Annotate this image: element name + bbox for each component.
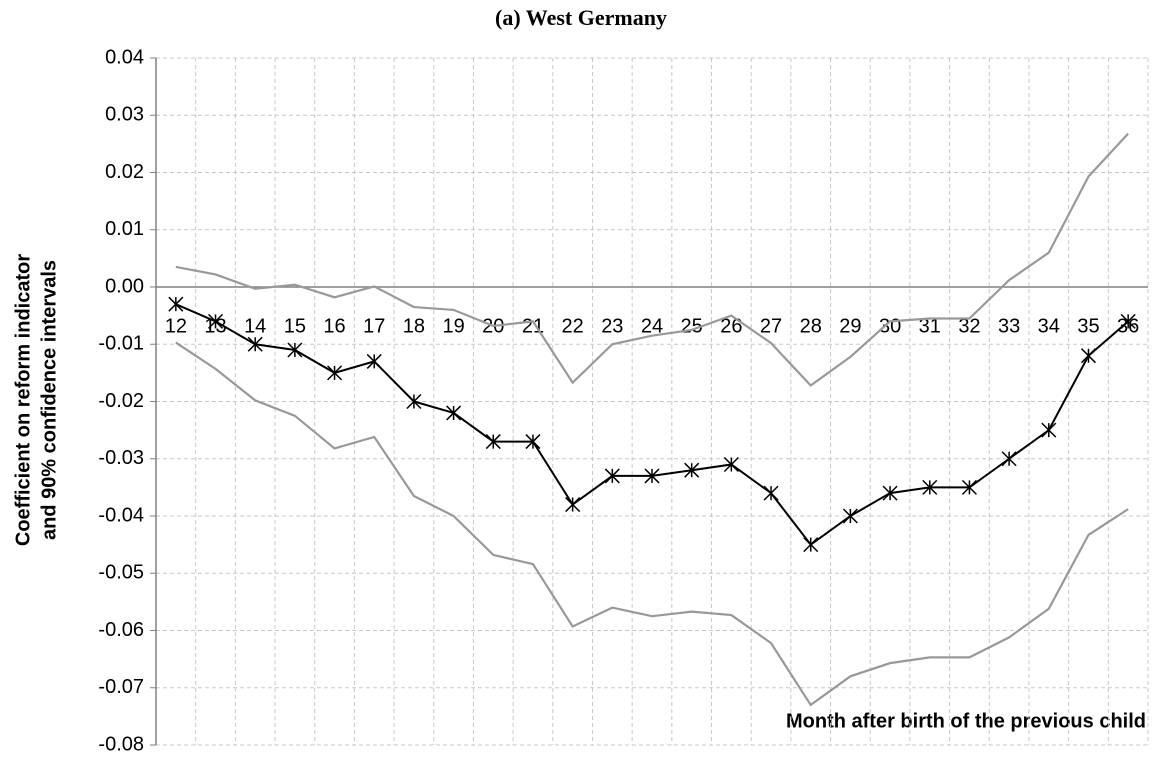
y-tick-label: -0.04 xyxy=(98,504,144,526)
x-tick-label: 19 xyxy=(442,315,464,337)
x-tick-label: 12 xyxy=(165,315,187,337)
marker xyxy=(247,336,263,352)
x-tick-label: 27 xyxy=(760,315,782,337)
chart-title: (a) West Germany xyxy=(495,5,667,30)
line xyxy=(175,303,1129,547)
y-tick-label: 0.01 xyxy=(105,218,144,240)
x-tick-label: 31 xyxy=(919,315,941,337)
marker xyxy=(287,342,303,358)
y-tick-label: -0.03 xyxy=(98,447,144,469)
marker xyxy=(485,434,501,450)
line xyxy=(175,132,1129,387)
marker xyxy=(763,485,779,501)
x-tick-label: 29 xyxy=(839,315,861,337)
marker xyxy=(922,479,938,495)
x-tick-label: 33 xyxy=(998,315,1020,337)
y-tick-label: -0.06 xyxy=(98,619,144,641)
marker xyxy=(1120,313,1136,329)
marker xyxy=(644,468,660,484)
line xyxy=(175,341,1129,707)
marker xyxy=(1041,422,1057,438)
x-tick-label: 30 xyxy=(879,315,901,337)
y-axis-title: Coefficient on reform indicator xyxy=(12,254,34,546)
y-tick-label: 0.04 xyxy=(105,46,144,68)
marker xyxy=(604,468,620,484)
marker xyxy=(803,537,819,553)
y-tick-label: -0.02 xyxy=(98,390,144,412)
marker xyxy=(406,393,422,410)
y-tick-label: 0.02 xyxy=(105,161,144,183)
y-tick-label: 0.00 xyxy=(105,275,144,297)
x-tick-label: 28 xyxy=(800,315,822,337)
marker xyxy=(565,497,581,513)
x-tick-label: 35 xyxy=(1077,315,1099,337)
y-tick-label: -0.08 xyxy=(98,733,144,755)
x-tick-label: 34 xyxy=(1038,315,1060,337)
x-tick-label: 18 xyxy=(403,315,425,337)
marker xyxy=(684,462,700,478)
marker xyxy=(723,456,739,473)
x-tick-label: 16 xyxy=(323,315,345,337)
x-tick-label: 17 xyxy=(363,315,385,337)
x-tick-label: 22 xyxy=(562,315,584,337)
marker xyxy=(168,296,184,312)
marker xyxy=(207,313,224,329)
x-axis-title: Month after birth of the previous child xyxy=(786,710,1146,732)
x-tick-label: 24 xyxy=(641,315,663,337)
marker xyxy=(1080,348,1097,364)
x-tick-label: 23 xyxy=(601,315,623,337)
y-tick-label: 0.03 xyxy=(105,104,144,126)
y-tick-label: -0.07 xyxy=(98,676,144,698)
marker xyxy=(961,479,977,495)
marker xyxy=(842,508,858,524)
x-tick-label: 14 xyxy=(244,315,266,337)
marker xyxy=(366,353,382,369)
x-tick-label: 15 xyxy=(284,315,306,337)
x-tick-label: 32 xyxy=(958,315,980,337)
y-tick-label: -0.05 xyxy=(98,562,144,584)
marker xyxy=(327,365,343,381)
marker xyxy=(446,405,462,421)
y-axis-title: and 90% confidence intervals xyxy=(38,260,60,540)
marker xyxy=(882,485,898,501)
marker xyxy=(525,434,541,450)
y-tick-label: -0.01 xyxy=(98,333,144,355)
marker xyxy=(1001,451,1017,467)
